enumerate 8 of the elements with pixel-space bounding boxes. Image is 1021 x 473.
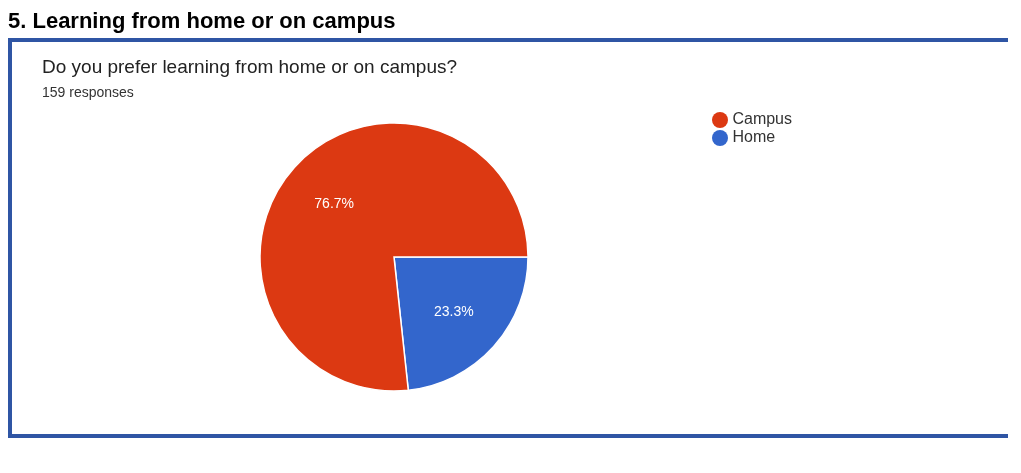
pie-slice: [259, 122, 529, 392]
chart-subtitle: Do you prefer learning from home or on campus?: [42, 56, 459, 78]
text: 159 responses: [42, 84, 135, 100]
legend-label: Campus: [732, 110, 792, 127]
data-label: 76.7%: [314, 195, 355, 212]
chart-title: 5. Learning from home or on campus: [8, 8, 397, 34]
legend-label: Home: [732, 128, 776, 145]
data-label: 23.3%: [433, 302, 474, 319]
